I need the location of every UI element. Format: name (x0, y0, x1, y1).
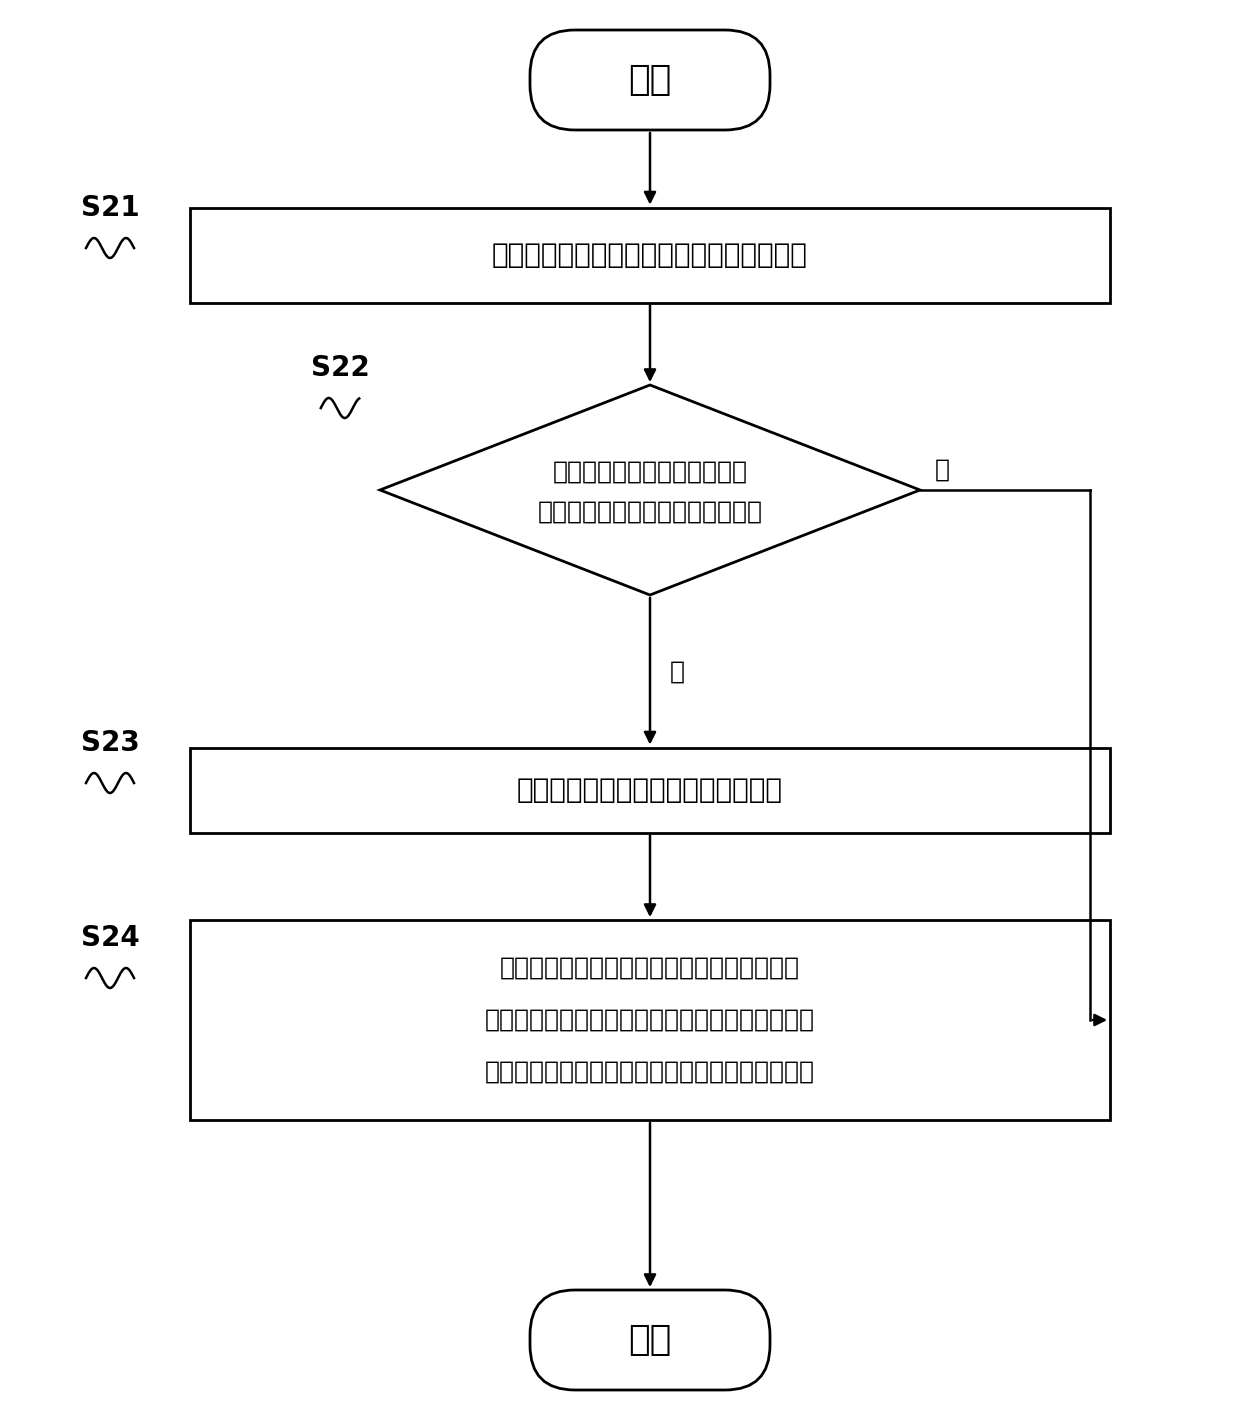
Text: 开始: 开始 (629, 64, 672, 97)
Text: 从车载空调控制器接收高压加热器开启请求: 从车载空调控制器接收高压加热器开启请求 (492, 241, 808, 270)
Text: 否: 否 (935, 457, 950, 481)
Text: S23: S23 (81, 729, 139, 757)
Text: 从车载空调控制器接收用于指示高压加热器继: 从车载空调控制器接收用于指示高压加热器继 (500, 956, 800, 980)
Text: 态信息将能量回收所产生的功率分配至高压加热器: 态信息将能量回收所产生的功率分配至高压加热器 (485, 1060, 815, 1084)
Text: S22: S22 (311, 354, 370, 383)
Text: 是: 是 (670, 659, 684, 683)
Text: 结束: 结束 (629, 1323, 672, 1357)
FancyBboxPatch shape (529, 1291, 770, 1389)
Bar (190, 208, 1110, 302)
FancyBboxPatch shape (529, 30, 770, 130)
Bar (190, 747, 1110, 833)
Bar (190, 921, 1110, 1120)
Text: 电器处于闭合状态的闭合状态信息，并基于闭合状: 电器处于闭合状态的闭合状态信息，并基于闭合状 (485, 1008, 815, 1032)
Text: S24: S24 (81, 923, 139, 952)
Text: 断整车能量回收功率条件是否满足: 断整车能量回收功率条件是否满足 (537, 500, 763, 524)
Polygon shape (379, 385, 920, 594)
Text: 发送使能允许指令至车载空调控制器: 发送使能允许指令至车载空调控制器 (517, 777, 782, 803)
Text: 基于高压加热器开启请求，判: 基于高压加热器开启请求，判 (553, 460, 748, 484)
Text: S21: S21 (81, 193, 139, 222)
